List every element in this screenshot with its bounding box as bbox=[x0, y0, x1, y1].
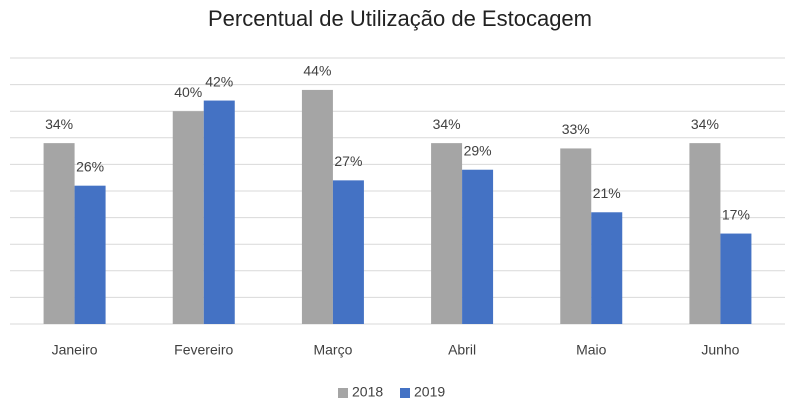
chart-title: Percentual de Utilização de Estocagem bbox=[208, 6, 592, 31]
bar bbox=[462, 169, 494, 324]
data-label: 21% bbox=[593, 185, 621, 201]
bar bbox=[431, 143, 463, 324]
bar bbox=[560, 148, 592, 324]
x-tick-label: Março bbox=[313, 342, 352, 358]
x-tick-label: Fevereiro bbox=[174, 342, 233, 358]
x-tick-label: Junho bbox=[701, 342, 739, 358]
bar bbox=[301, 89, 333, 324]
legend-label: 2019 bbox=[414, 384, 445, 400]
legend-swatch bbox=[400, 388, 410, 398]
data-label: 34% bbox=[433, 116, 461, 132]
data-label: 40% bbox=[174, 84, 202, 100]
data-label: 17% bbox=[722, 206, 750, 222]
data-label: 33% bbox=[562, 121, 590, 137]
bar bbox=[332, 180, 364, 324]
data-label: 34% bbox=[691, 116, 719, 132]
bar bbox=[689, 143, 721, 324]
data-label: 42% bbox=[205, 73, 233, 89]
data-label: 26% bbox=[76, 158, 104, 174]
bar bbox=[172, 111, 204, 324]
x-tick-label: Maio bbox=[576, 342, 607, 358]
bar bbox=[720, 233, 752, 324]
data-label: 44% bbox=[303, 63, 331, 79]
bar bbox=[43, 143, 75, 324]
x-tick-label: Abril bbox=[448, 342, 476, 358]
data-label: 27% bbox=[334, 153, 362, 169]
x-tick-label: Janeiro bbox=[52, 342, 98, 358]
data-label: 34% bbox=[45, 116, 73, 132]
legend-swatch bbox=[338, 388, 348, 398]
legend-label: 2018 bbox=[352, 384, 383, 400]
bar bbox=[203, 100, 235, 324]
bar bbox=[74, 185, 106, 324]
bar bbox=[591, 212, 623, 324]
data-label: 29% bbox=[464, 142, 492, 158]
